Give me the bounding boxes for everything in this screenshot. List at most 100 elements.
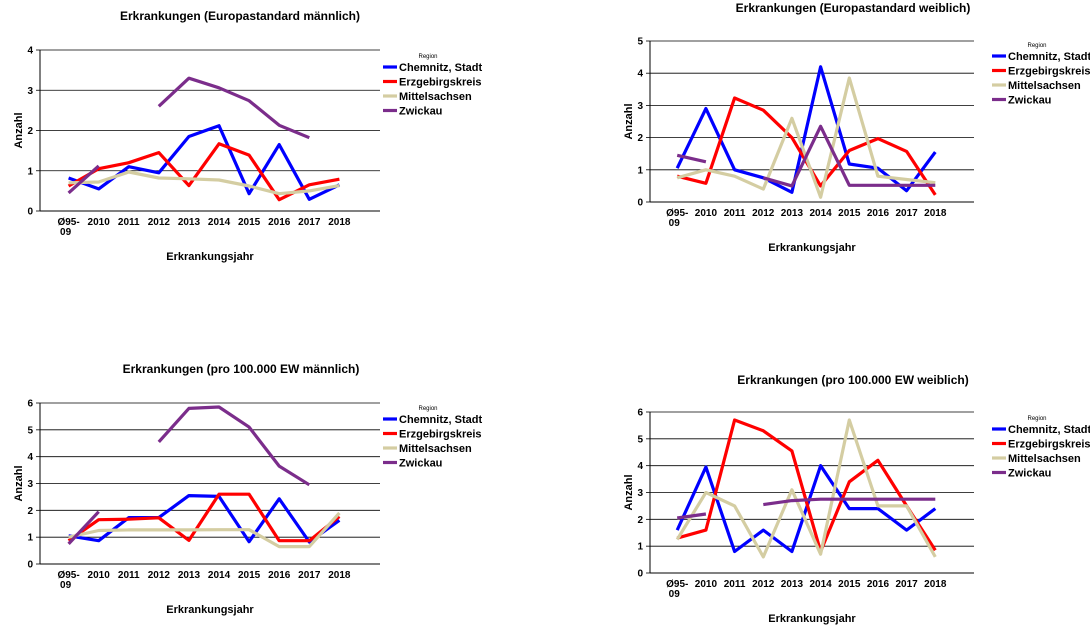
series-line-3 bbox=[68, 170, 340, 196]
x-tick-label: 2014 bbox=[809, 579, 832, 590]
y-axis-label: Anzahl bbox=[623, 103, 635, 139]
legend-label: Chemnitz, Stadt bbox=[1008, 424, 1090, 436]
y-tick-label: 1 bbox=[637, 165, 643, 176]
legend-label: Mittelsachsen bbox=[399, 443, 472, 455]
legend-label: Chemnitz, Stadt bbox=[399, 62, 482, 74]
y-tick-label: 4 bbox=[27, 452, 33, 463]
series-line-3 bbox=[68, 511, 341, 549]
x-tick-label: 2014 bbox=[208, 217, 231, 228]
y-tick-label: 5 bbox=[637, 434, 643, 445]
x-tick-label: 2012 bbox=[752, 579, 775, 590]
x-tick-label: 2018 bbox=[328, 570, 351, 581]
chart-panel-2: Erkrankungen (Europastandard weiblich) 0 1… bbox=[623, 1, 1090, 254]
x-tick-label: 2017 bbox=[298, 217, 321, 228]
x-tick-label: 2014 bbox=[809, 208, 832, 219]
series-line-1 bbox=[675, 464, 937, 554]
legend-title: Region bbox=[1027, 43, 1046, 49]
x-tick-label: 2016 bbox=[268, 570, 291, 581]
series-line-4 bbox=[676, 153, 707, 164]
y-tick-label: 2 bbox=[27, 126, 33, 137]
y-tick-label: 0 bbox=[27, 560, 33, 571]
x-tick-label: Ø95-09 bbox=[57, 570, 79, 591]
x-tick-label: 2012 bbox=[752, 208, 775, 219]
y-tick-label: 3 bbox=[637, 488, 643, 499]
chart-title: Erkrankungen (pro 100.000 EW weiblich) bbox=[737, 373, 968, 387]
y-tick-label: 6 bbox=[27, 399, 33, 410]
x-tick-label: 2015 bbox=[838, 208, 861, 219]
x-tick-label: 2013 bbox=[781, 579, 804, 590]
x-tick-label: 2013 bbox=[178, 217, 201, 228]
y-axis-label: Anzahl bbox=[623, 474, 635, 510]
x-tick-label: 2014 bbox=[208, 570, 231, 581]
legend-label: Erzgebirgskreis bbox=[399, 429, 482, 441]
x-tick-label: 2017 bbox=[895, 579, 918, 590]
legend-label: Zwickau bbox=[1008, 468, 1051, 480]
legend-title: Region bbox=[418, 406, 437, 412]
y-tick-label: 0 bbox=[637, 569, 643, 580]
x-tick-label: Ø95-09 bbox=[666, 579, 688, 600]
legend-title: Region bbox=[1027, 416, 1046, 422]
y-tick-label: 5 bbox=[637, 37, 643, 48]
series-line-3 bbox=[675, 418, 937, 559]
x-tick-label: 2018 bbox=[924, 208, 947, 219]
x-tick-label: 2018 bbox=[924, 579, 947, 590]
legend-label: Erzgebirgskreis bbox=[1008, 439, 1090, 451]
x-tick-label: 2011 bbox=[118, 217, 140, 228]
series-line-4 bbox=[67, 510, 100, 545]
y-tick-label: 4 bbox=[637, 69, 643, 80]
x-tick-label: 2012 bbox=[148, 217, 171, 228]
y-tick-label: 3 bbox=[637, 101, 643, 112]
legend-title: Region bbox=[418, 54, 437, 60]
x-axis-label: Erkrankungsjahr bbox=[166, 604, 254, 616]
x-tick-label: 2016 bbox=[867, 208, 890, 219]
chart-panel-4: Erkrankungen (pro 100.000 EW weiblich) 0 1… bbox=[623, 373, 1090, 625]
x-tick-label: 2013 bbox=[781, 208, 804, 219]
x-tick-label: 2018 bbox=[328, 217, 351, 228]
chart-panel-3: Erkrankungen (pro 100.000 EW männlich) 0 1… bbox=[13, 362, 482, 616]
x-tick-label: 2015 bbox=[238, 217, 261, 228]
y-tick-label: 6 bbox=[637, 408, 643, 419]
x-tick-label: 2011 bbox=[724, 208, 746, 219]
y-tick-label: 1 bbox=[27, 166, 33, 177]
chart-panel-1: Erkrankungen (Europastandard männlich) 0 1… bbox=[13, 9, 482, 263]
y-axis-label: Anzahl bbox=[13, 465, 25, 501]
legend-label: Mittelsachsen bbox=[1008, 453, 1081, 465]
chart-title: Erkrankungen (Europastandard männlich) bbox=[120, 9, 360, 23]
legend-label: Erzgebirgskreis bbox=[399, 77, 482, 89]
y-tick-label: 5 bbox=[27, 425, 33, 436]
legend-label: Zwickau bbox=[399, 458, 442, 470]
x-axis-label: Erkrankungsjahr bbox=[166, 251, 254, 263]
x-tick-label: 2017 bbox=[298, 570, 321, 581]
series-line-2 bbox=[676, 418, 937, 554]
y-tick-label: 0 bbox=[637, 198, 643, 209]
x-tick-label: 2015 bbox=[238, 570, 261, 581]
y-tick-label: 2 bbox=[637, 515, 643, 526]
y-axis-label: Anzahl bbox=[13, 112, 25, 148]
x-tick-label: Ø95-09 bbox=[57, 217, 79, 238]
legend-label: Chemnitz, Stadt bbox=[1008, 51, 1090, 63]
x-tick-label: 2011 bbox=[724, 579, 746, 590]
x-tick-label: 2016 bbox=[867, 579, 890, 590]
series-line-4 bbox=[762, 124, 936, 188]
y-tick-label: 3 bbox=[27, 479, 33, 490]
legend-label: Mittelsachsen bbox=[399, 91, 472, 103]
x-tick-label: 2015 bbox=[838, 579, 861, 590]
series-line-4 bbox=[157, 76, 310, 140]
x-tick-label: 2012 bbox=[148, 570, 171, 581]
y-tick-label: 0 bbox=[27, 207, 33, 218]
x-tick-label: Ø95-09 bbox=[666, 208, 688, 229]
x-tick-label: 2017 bbox=[895, 208, 918, 219]
legend-label: Erzgebirgskreis bbox=[1008, 66, 1090, 78]
x-tick-label: 2011 bbox=[118, 570, 140, 581]
x-axis-label: Erkrankungsjahr bbox=[768, 613, 856, 625]
legend-label: Chemnitz, Stadt bbox=[399, 414, 482, 426]
y-tick-label: 3 bbox=[27, 86, 33, 97]
series-line-2 bbox=[676, 96, 937, 196]
x-tick-label: 2010 bbox=[88, 217, 111, 228]
legend-label: Zwickau bbox=[1008, 95, 1051, 107]
series-line-4 bbox=[157, 405, 311, 487]
y-tick-label: 1 bbox=[27, 533, 33, 544]
chart-title: Erkrankungen (Europastandard weiblich) bbox=[736, 1, 971, 15]
series-line-4 bbox=[763, 497, 936, 507]
y-tick-label: 4 bbox=[27, 46, 33, 57]
